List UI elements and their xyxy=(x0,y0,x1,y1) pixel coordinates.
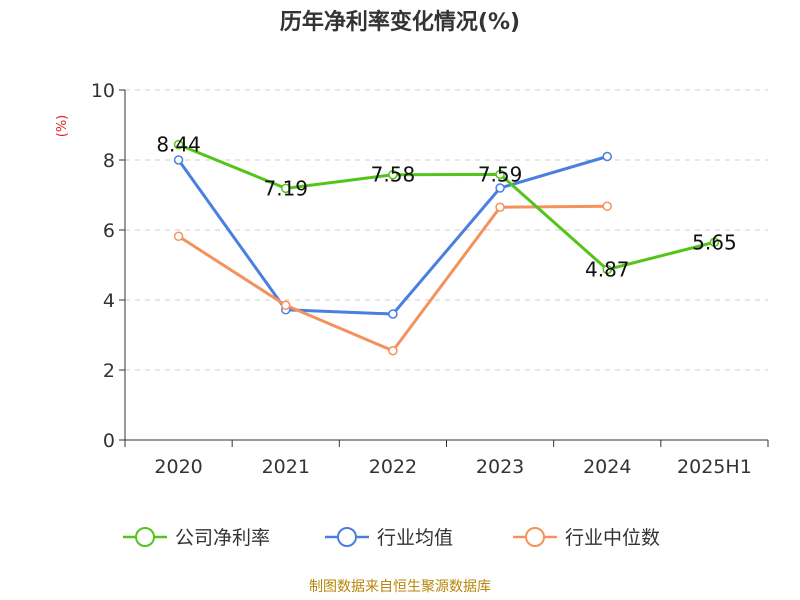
data-point xyxy=(173,231,184,242)
data-label: 7.19 xyxy=(263,176,308,200)
y-tick-label: 10 xyxy=(91,80,115,102)
data-point xyxy=(602,201,612,211)
y-tick-label: 4 xyxy=(103,290,115,312)
data-point xyxy=(495,202,505,212)
data-point xyxy=(388,346,398,356)
x-tick-label: 2024 xyxy=(583,456,631,478)
grid-lines xyxy=(125,89,768,371)
legend-item: 行业均值 xyxy=(325,527,453,549)
data-label: 4.87 xyxy=(585,258,630,282)
legend-label: 公司净利率 xyxy=(175,527,270,549)
data-labels: 8.44 7.19 7.58 7.59 4.87 5.65 xyxy=(156,133,736,282)
legend-marker xyxy=(337,527,357,547)
x-tick-label: 2023 xyxy=(476,456,524,478)
data-point xyxy=(281,183,291,194)
data-point xyxy=(388,309,398,319)
data-point xyxy=(388,169,398,180)
data-point xyxy=(709,237,720,247)
data-label: 7.59 xyxy=(478,162,523,186)
y-axis-label: (%) xyxy=(55,115,70,138)
source-text: 制图数据来自恒生聚源数据库 xyxy=(309,579,491,595)
x-tick-label: 2022 xyxy=(369,456,417,478)
data-label: 8.44 xyxy=(156,133,201,157)
data-point xyxy=(173,155,184,165)
legend: 公司净利率 行业均值 行业中位数 xyxy=(123,527,660,549)
series-line-2 xyxy=(177,204,608,353)
legend-item: 公司净利率 xyxy=(123,527,270,549)
legend-label: 行业均值 xyxy=(377,527,453,549)
y-tick-label: 0 xyxy=(103,430,115,452)
x-tick-label: 2021 xyxy=(262,456,310,478)
data-point xyxy=(495,169,505,180)
legend-item: 行业中位数 xyxy=(513,527,660,549)
legend-marker xyxy=(525,527,545,547)
x-tick-label: 2025H1 xyxy=(677,456,752,478)
y-tick-label: 2 xyxy=(103,360,115,382)
series-lines xyxy=(173,139,720,356)
data-point xyxy=(495,183,505,193)
axes: 0 2 4 6 8 10 2020 2021 2022 2023 2024 2025H1 xyxy=(91,80,769,478)
legend-marker xyxy=(135,527,155,547)
x-tick-label: 2020 xyxy=(154,456,202,478)
data-point xyxy=(602,264,612,275)
data-point xyxy=(173,139,184,150)
y-tick-label: 6 xyxy=(103,220,115,242)
chart-title: 历年净利率变化情况(%) xyxy=(279,10,521,35)
data-point xyxy=(281,300,291,310)
data-point xyxy=(602,151,612,162)
legend-label: 行业中位数 xyxy=(565,527,660,549)
data-label: 7.58 xyxy=(371,163,416,187)
y-tick-label: 8 xyxy=(103,150,115,172)
series-line-0 xyxy=(178,143,715,272)
data-label: 5.65 xyxy=(692,230,737,254)
